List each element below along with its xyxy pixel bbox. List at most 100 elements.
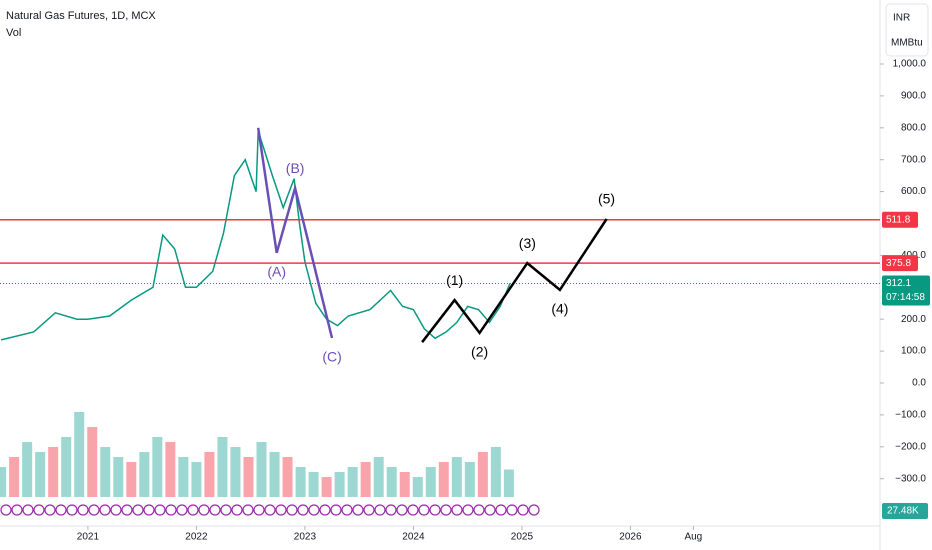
wave-label: (B) — [286, 160, 305, 176]
currency: INR — [893, 13, 910, 24]
level-label: 375.8 — [886, 258, 911, 269]
x-tick-label: 2023 — [294, 532, 317, 543]
event-icon — [473, 504, 485, 516]
price-line — [0, 130, 511, 341]
volume-bar — [321, 477, 332, 497]
volume-bar — [347, 467, 358, 497]
event-icon — [462, 504, 474, 516]
event-icon — [0, 504, 12, 516]
event-icon — [308, 504, 320, 516]
current-price-tag — [882, 275, 930, 306]
event-icon — [121, 504, 133, 516]
event-icon — [429, 504, 441, 516]
event-icon — [396, 504, 408, 516]
event-icon — [330, 504, 342, 516]
volume-bar — [503, 469, 514, 497]
event-icon — [66, 504, 78, 516]
volume-bar — [22, 442, 33, 497]
y-tick-label: 100.0 — [901, 346, 926, 357]
event-icon — [242, 504, 254, 516]
event-icon — [451, 504, 463, 516]
event-icon — [77, 504, 89, 516]
volume-bar — [61, 437, 72, 497]
y-tick-label: 800.0 — [901, 122, 926, 133]
volume-bar — [178, 457, 189, 497]
wave-label: (C) — [322, 349, 341, 365]
event-icon — [363, 504, 375, 516]
level-tag — [882, 255, 918, 272]
level-label: 511.8 — [886, 214, 911, 225]
volume-bar — [386, 467, 397, 497]
event-icon — [11, 504, 23, 516]
y-tick-label: 1,000.0 — [893, 59, 927, 70]
event-icon — [143, 504, 155, 516]
volume-bar — [256, 442, 267, 497]
volume-bar — [0, 467, 7, 497]
x-tick-label: 2025 — [511, 532, 534, 543]
wave-label: (3) — [519, 235, 536, 251]
event-icon — [286, 504, 298, 516]
event-icon — [154, 504, 166, 516]
volume-bar — [399, 472, 410, 497]
volume-bar — [126, 462, 137, 497]
volume-bar — [9, 457, 20, 497]
volume-bar — [48, 447, 59, 497]
volume-bar — [191, 462, 202, 497]
volume-bar — [308, 472, 319, 497]
y-tick-label: −100.0 — [895, 410, 926, 421]
volume-bar — [334, 472, 345, 497]
x-tick-label: Aug — [684, 532, 702, 543]
event-icon — [33, 504, 45, 516]
event-icon — [22, 504, 34, 516]
event-icon — [319, 504, 331, 516]
volume-tag — [882, 503, 928, 519]
event-icon — [198, 504, 210, 516]
current-price: 312.1 — [886, 278, 911, 289]
volume-bar — [87, 427, 98, 497]
event-icon — [352, 504, 364, 516]
y-tick-label: 200.0 — [901, 314, 926, 325]
volume-bar — [412, 477, 423, 497]
volume-bar — [360, 462, 371, 497]
volume-label: Vol — [6, 27, 21, 39]
volume-bar — [425, 467, 436, 497]
y-tick-label: 0.0 — [912, 378, 926, 389]
event-icon — [88, 504, 100, 516]
y-tick-label: 600.0 — [901, 186, 926, 197]
volume-bar — [477, 452, 488, 497]
volume-bar — [35, 452, 46, 497]
x-tick-label: 2022 — [185, 532, 208, 543]
x-tick-label: 2026 — [619, 532, 642, 543]
volume-last: 27.48K — [887, 506, 919, 517]
event-icon — [440, 504, 452, 516]
wave-line — [256, 127, 334, 339]
unit-box[interactable] — [885, 3, 929, 57]
volume-bar — [74, 412, 85, 497]
y-tick-label: −300.0 — [895, 473, 926, 484]
x-tick-label: 2021 — [77, 532, 100, 543]
event-icon — [220, 504, 232, 516]
event-icon — [374, 504, 386, 516]
event-icon — [495, 504, 507, 516]
event-icon — [484, 504, 496, 516]
event-icon — [231, 504, 243, 516]
volume-bar — [282, 457, 293, 497]
wave-label: (4) — [551, 301, 568, 317]
event-icon — [132, 504, 144, 516]
event-icon — [55, 504, 67, 516]
volume-bar — [139, 452, 150, 497]
volume-bar — [243, 457, 254, 497]
wave-label: (A) — [267, 264, 286, 280]
y-tick-label: −200.0 — [895, 441, 926, 452]
y-tick-label: 900.0 — [901, 91, 926, 102]
volume-bar — [100, 447, 111, 497]
countdown: 07:14:58 — [886, 292, 925, 303]
event-icon — [418, 504, 430, 516]
event-icon — [99, 504, 111, 516]
event-icon — [165, 504, 177, 516]
y-tick-label: 700.0 — [901, 154, 926, 165]
volume-bar — [204, 452, 215, 497]
wave-line — [421, 218, 608, 343]
event-icon — [187, 504, 199, 516]
